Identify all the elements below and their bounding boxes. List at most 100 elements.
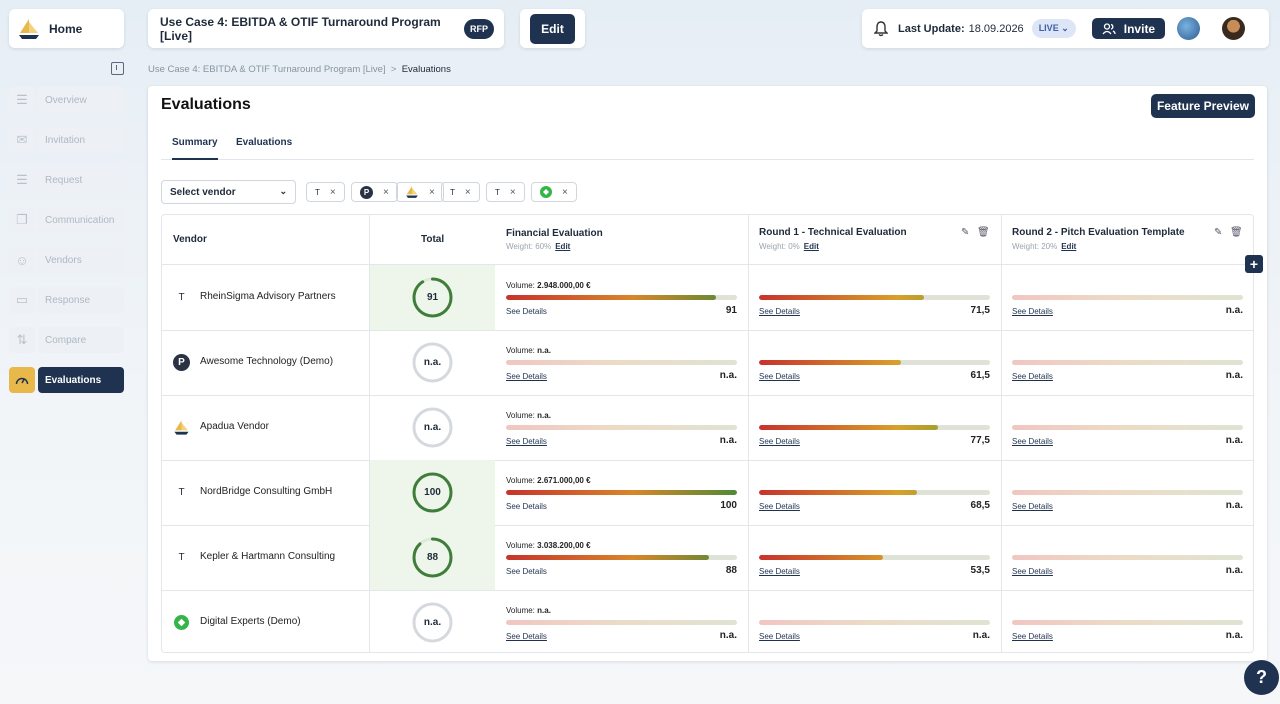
home-button[interactable]: Home [9, 9, 124, 48]
collapse-sidebar-icon[interactable] [111, 62, 124, 75]
live-dropdown[interactable]: LIVE ⌄ [1031, 19, 1076, 38]
vendor-filter-chip[interactable]: T × [486, 182, 525, 202]
weight-label: Weight: 0% [759, 242, 800, 251]
see-details-link[interactable]: See Details [506, 502, 547, 511]
see-details-link[interactable]: See Details [759, 437, 800, 446]
score-value: 77,5 [970, 435, 990, 446]
feature-preview-button[interactable]: Feature Preview [1150, 94, 1255, 118]
score-bar-fill [759, 295, 925, 300]
see-details-link[interactable]: See Details [759, 502, 800, 511]
vendor-name[interactable]: Kepler & Hartmann Consulting [200, 551, 336, 562]
vendor-name[interactable]: Apadua Vendor [200, 421, 269, 432]
total-score-value: n.a. [423, 617, 442, 628]
see-details-link[interactable]: See Details [1012, 307, 1053, 316]
select-vendor-dropdown[interactable]: Select vendor ⌄ [161, 180, 296, 204]
trash-icon[interactable]: 🗑 [1230, 227, 1243, 238]
evaluation-cell: Volume: n.a. See Details n.a. [506, 395, 737, 460]
see-details-link[interactable]: See Details [1012, 567, 1053, 576]
edit-pencil-icon[interactable]: ✎ [961, 227, 970, 238]
close-icon[interactable]: × [329, 186, 336, 198]
add-evaluation-button[interactable]: + [1245, 255, 1263, 273]
user-avatar[interactable] [1222, 17, 1246, 40]
sidebar-item-vendors[interactable]: ☺ Vendors [9, 247, 124, 273]
weight-label: Weight: 60% [506, 242, 552, 251]
score-bar [1012, 490, 1243, 495]
vendor-logo-icon [173, 614, 190, 631]
sailboat-logo-icon [19, 18, 39, 39]
sidebar-item-evaluations[interactable]: Evaluations [9, 367, 124, 393]
vendor-filter-chip[interactable]: × [396, 182, 444, 202]
message-icon: ▭ [9, 287, 35, 313]
vendor-name[interactable]: Awesome Technology (Demo) [200, 356, 334, 367]
evaluation-cell: See Details 68,5 [759, 460, 990, 525]
score-bar [506, 555, 737, 560]
close-icon[interactable]: × [383, 186, 389, 198]
sailboat-logo-icon [406, 186, 418, 198]
vendor-logo-icon: T [178, 552, 185, 563]
breadcrumb-separator: > [390, 64, 397, 75]
project-title-card: Use Case 4: EBITDA & OTIF Turnaround Pro… [148, 9, 504, 48]
tab-summary[interactable]: Summary [172, 137, 218, 160]
score-bar-fill [759, 555, 883, 560]
vendor-filter-chip[interactable]: T × [306, 182, 345, 202]
volume-text: Volume: 2.948.000,00 € [506, 281, 591, 290]
edit-weight-link[interactable]: Edit [803, 242, 819, 251]
see-details-link[interactable]: See Details [1012, 372, 1053, 381]
sidebar-item-request[interactable]: ☰ Request [9, 167, 124, 193]
help-button[interactable]: ? [1244, 660, 1279, 695]
see-details-link[interactable]: See Details [759, 307, 800, 316]
see-details-link[interactable]: See Details [506, 372, 547, 381]
sidebar-item-communication[interactable]: ❐ Communication [9, 207, 124, 233]
evaluation-cell: See Details n.a. [759, 590, 990, 652]
see-details-link[interactable]: See Details [1012, 632, 1053, 641]
vendor-name[interactable]: RheinSigma Advisory Partners [200, 291, 336, 302]
vendor-filter-chip[interactable]: P × [351, 182, 398, 202]
document-icon: ☰ [9, 87, 35, 113]
vendor-name[interactable]: NordBridge Consulting GmbH [200, 486, 333, 497]
see-details-link[interactable]: See Details [759, 372, 800, 381]
volume-text: Volume: 2.671.000,00 € [506, 476, 591, 485]
evaluation-cell: Volume: n.a. See Details n.a. [506, 590, 737, 652]
tab-evaluations[interactable]: Evaluations [236, 137, 293, 148]
total-score-ring: 100 [411, 471, 454, 514]
edit-weight-link[interactable]: Edit [555, 242, 571, 251]
trash-icon[interactable]: 🗑 [977, 227, 990, 238]
vendor-logo-t-icon: T [495, 187, 500, 197]
sidebar-item-invitation[interactable]: ✉ Invitation [9, 127, 124, 153]
see-details-link[interactable]: See Details [1012, 502, 1053, 511]
see-details-link[interactable]: See Details [506, 307, 547, 316]
sidebar-item-overview[interactable]: ☰ Overview [9, 87, 124, 113]
edit-weight-link[interactable]: Edit [1061, 242, 1077, 251]
mail-icon: ✉ [9, 127, 35, 153]
see-details-link[interactable]: See Details [1012, 437, 1053, 446]
sidebar-item-response[interactable]: ▭ Response [9, 287, 124, 313]
score-value: n.a. [719, 630, 737, 641]
table-row: T NordBridge Consulting GmbH 100 Volume: 2.… [162, 460, 1253, 525]
close-icon[interactable]: × [562, 186, 568, 198]
close-icon[interactable]: × [429, 186, 435, 198]
vendor-name[interactable]: Digital Experts (Demo) [200, 616, 301, 627]
edit-pencil-icon[interactable]: ✎ [1214, 227, 1223, 238]
close-icon[interactable]: × [464, 186, 471, 198]
score-value: 88 [725, 565, 737, 576]
score-bar [759, 620, 990, 625]
sidebar-item-compare[interactable]: ⇅ Compare [9, 327, 124, 353]
chat-icon: ❐ [9, 207, 35, 233]
score-bar [759, 295, 990, 300]
see-details-link[interactable]: See Details [506, 567, 547, 576]
see-details-link[interactable]: See Details [759, 632, 800, 641]
vendor-filter-chip[interactable]: T × [441, 182, 480, 202]
bell-icon[interactable] [874, 20, 888, 37]
see-details-link[interactable]: See Details [506, 437, 547, 446]
edit-button[interactable]: Edit [530, 13, 575, 44]
see-details-link[interactable]: See Details [506, 632, 547, 641]
breadcrumb-parent[interactable]: Use Case 4: EBITDA & OTIF Turnaround Pro… [148, 64, 386, 75]
close-icon[interactable]: × [509, 186, 516, 198]
invite-button[interactable]: Invite [1091, 18, 1166, 39]
see-details-link[interactable]: See Details [759, 567, 800, 576]
evaluation-weight-financial: Weight: 60% Edit [506, 242, 570, 251]
sidebar-item-label: Communication [38, 207, 124, 233]
organization-avatar[interactable] [1177, 17, 1201, 40]
evaluation-cell: See Details n.a. [1012, 395, 1243, 460]
vendor-filter-chip[interactable]: × [531, 182, 577, 202]
